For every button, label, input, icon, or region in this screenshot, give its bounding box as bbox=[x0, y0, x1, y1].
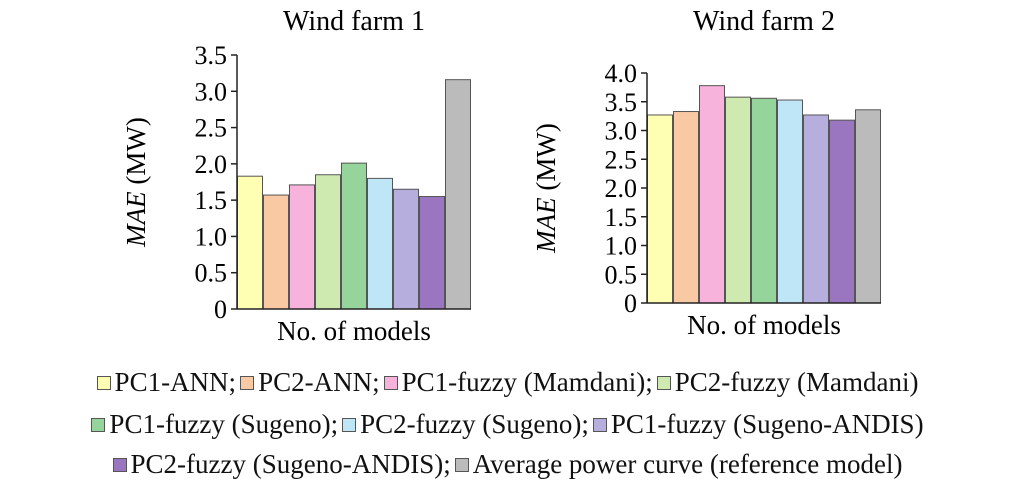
y-axis-label: MAE (MW) bbox=[531, 123, 561, 254]
bar bbox=[647, 114, 673, 304]
bar bbox=[725, 96, 751, 304]
legend-label: PC1-fuzzy (Sugeno); bbox=[109, 409, 339, 439]
x-axis-label: No. of models bbox=[687, 310, 841, 340]
legend-label: PC2-fuzzy (Mamdani) bbox=[674, 367, 919, 397]
legend-swatch bbox=[592, 418, 607, 432]
legend-item: PC2-ANN; bbox=[240, 366, 380, 398]
legend-row: PC1-fuzzy (Sugeno); PC2-fuzzy (Sugeno); PC… bbox=[0, 408, 1015, 440]
y-tick-label: 0 bbox=[214, 295, 227, 324]
bar bbox=[315, 174, 341, 310]
charts-area: Wind farm 100.51.01.52.02.53.03.5No. of … bbox=[121, 6, 881, 346]
chart-title: Wind farm 1 bbox=[283, 6, 425, 37]
bar bbox=[751, 97, 777, 304]
x-axis-label: No. of models bbox=[277, 316, 431, 346]
y-tick-label: 1.5 bbox=[195, 186, 228, 215]
y-tick-label: 1.0 bbox=[605, 232, 638, 261]
legend-swatch bbox=[112, 458, 127, 472]
bar bbox=[673, 111, 699, 304]
y-tick-label: 0.5 bbox=[195, 259, 228, 288]
bar bbox=[445, 79, 471, 310]
y-axis-label-unit: (MW) bbox=[121, 117, 151, 191]
y-axis-label-italic: MAE bbox=[121, 191, 151, 248]
y-tick-label: 1.0 bbox=[195, 222, 228, 251]
y-tick-label: 3.5 bbox=[195, 41, 228, 70]
legend-swatch bbox=[342, 418, 357, 432]
y-tick-label: 0.5 bbox=[605, 260, 638, 289]
bar bbox=[777, 99, 803, 304]
bar bbox=[419, 196, 445, 310]
y-tick-label: 2.0 bbox=[195, 150, 228, 179]
legend-swatch bbox=[454, 458, 469, 472]
legend-label: Average power curve (reference model) bbox=[472, 449, 903, 479]
legend-row: PC1-ANN; PC2-ANN; PC1-fuzzy (Mamdani); PC2-… bbox=[0, 366, 1015, 398]
legend-item: PC1-fuzzy (Sugeno-ANDIS) bbox=[592, 408, 924, 440]
y-axis-label-unit: (MW) bbox=[531, 123, 561, 197]
y-axis-label: MAE (MW) bbox=[121, 117, 151, 248]
legend-item: PC1-ANN; bbox=[96, 366, 237, 398]
bar bbox=[855, 109, 881, 304]
bar bbox=[803, 114, 829, 304]
bar bbox=[393, 188, 419, 310]
bar bbox=[263, 194, 289, 310]
legend-swatch bbox=[656, 376, 671, 390]
legend-label: PC1-fuzzy (Mamdani); bbox=[401, 367, 653, 397]
legend-label: PC1-fuzzy (Sugeno-ANDIS) bbox=[610, 409, 924, 439]
legend-item: PC2-fuzzy (Mamdani) bbox=[656, 366, 919, 398]
y-axis-label-italic: MAE bbox=[531, 197, 561, 254]
chart-2: Wind farm 2 00.51.01.52.02.53.03.54.0 No. … bbox=[531, 6, 881, 340]
bar bbox=[367, 177, 393, 310]
y-tick-label: 4.0 bbox=[605, 59, 638, 88]
bar bbox=[237, 175, 263, 310]
legend-item: Average power curve (reference model) bbox=[454, 448, 903, 480]
y-tick-label: 2.5 bbox=[195, 114, 228, 143]
legend-label: PC2-fuzzy (Sugeno); bbox=[360, 409, 589, 439]
y-tick-label: 3.5 bbox=[605, 88, 638, 117]
legend: PC1-ANN; PC2-ANN; PC1-fuzzy (Mamdani); PC2-… bbox=[0, 360, 1015, 494]
y-tick-label: 0 bbox=[624, 289, 637, 318]
y-tick-label: 2.5 bbox=[605, 145, 638, 174]
legend-label: PC2-fuzzy (Sugeno-ANDIS); bbox=[130, 449, 451, 479]
bar bbox=[289, 184, 315, 310]
legend-swatch bbox=[96, 376, 111, 390]
legend-item: PC2-fuzzy (Sugeno); bbox=[342, 408, 589, 440]
y-tick-label: 2.0 bbox=[605, 174, 638, 203]
legend-item: PC1-fuzzy (Sugeno); bbox=[91, 408, 338, 440]
y-tick-label: 3.0 bbox=[195, 77, 228, 106]
chart-title: Wind farm 2 bbox=[693, 6, 835, 37]
legend-swatch bbox=[91, 418, 106, 432]
y-tick-label: 3.0 bbox=[605, 117, 638, 146]
legend-label: PC2-ANN; bbox=[258, 367, 380, 397]
legend-swatch bbox=[240, 376, 255, 390]
bar bbox=[341, 162, 367, 310]
legend-row: PC2-fuzzy (Sugeno-ANDIS); Average power c… bbox=[0, 448, 1015, 480]
legend-item: PC1-fuzzy (Mamdani); bbox=[383, 366, 653, 398]
legend-item: PC2-fuzzy (Sugeno-ANDIS); bbox=[112, 448, 451, 480]
y-tick-label: 1.5 bbox=[605, 203, 638, 232]
bar bbox=[829, 119, 855, 304]
chart-1: Wind farm 1 0 0.5 1.0 1.5 2.0 2.5 3.0 3.5 No. of … bbox=[121, 6, 471, 346]
legend-label: PC1-ANN; bbox=[114, 367, 237, 397]
bar bbox=[699, 85, 725, 304]
legend-swatch bbox=[383, 376, 398, 390]
